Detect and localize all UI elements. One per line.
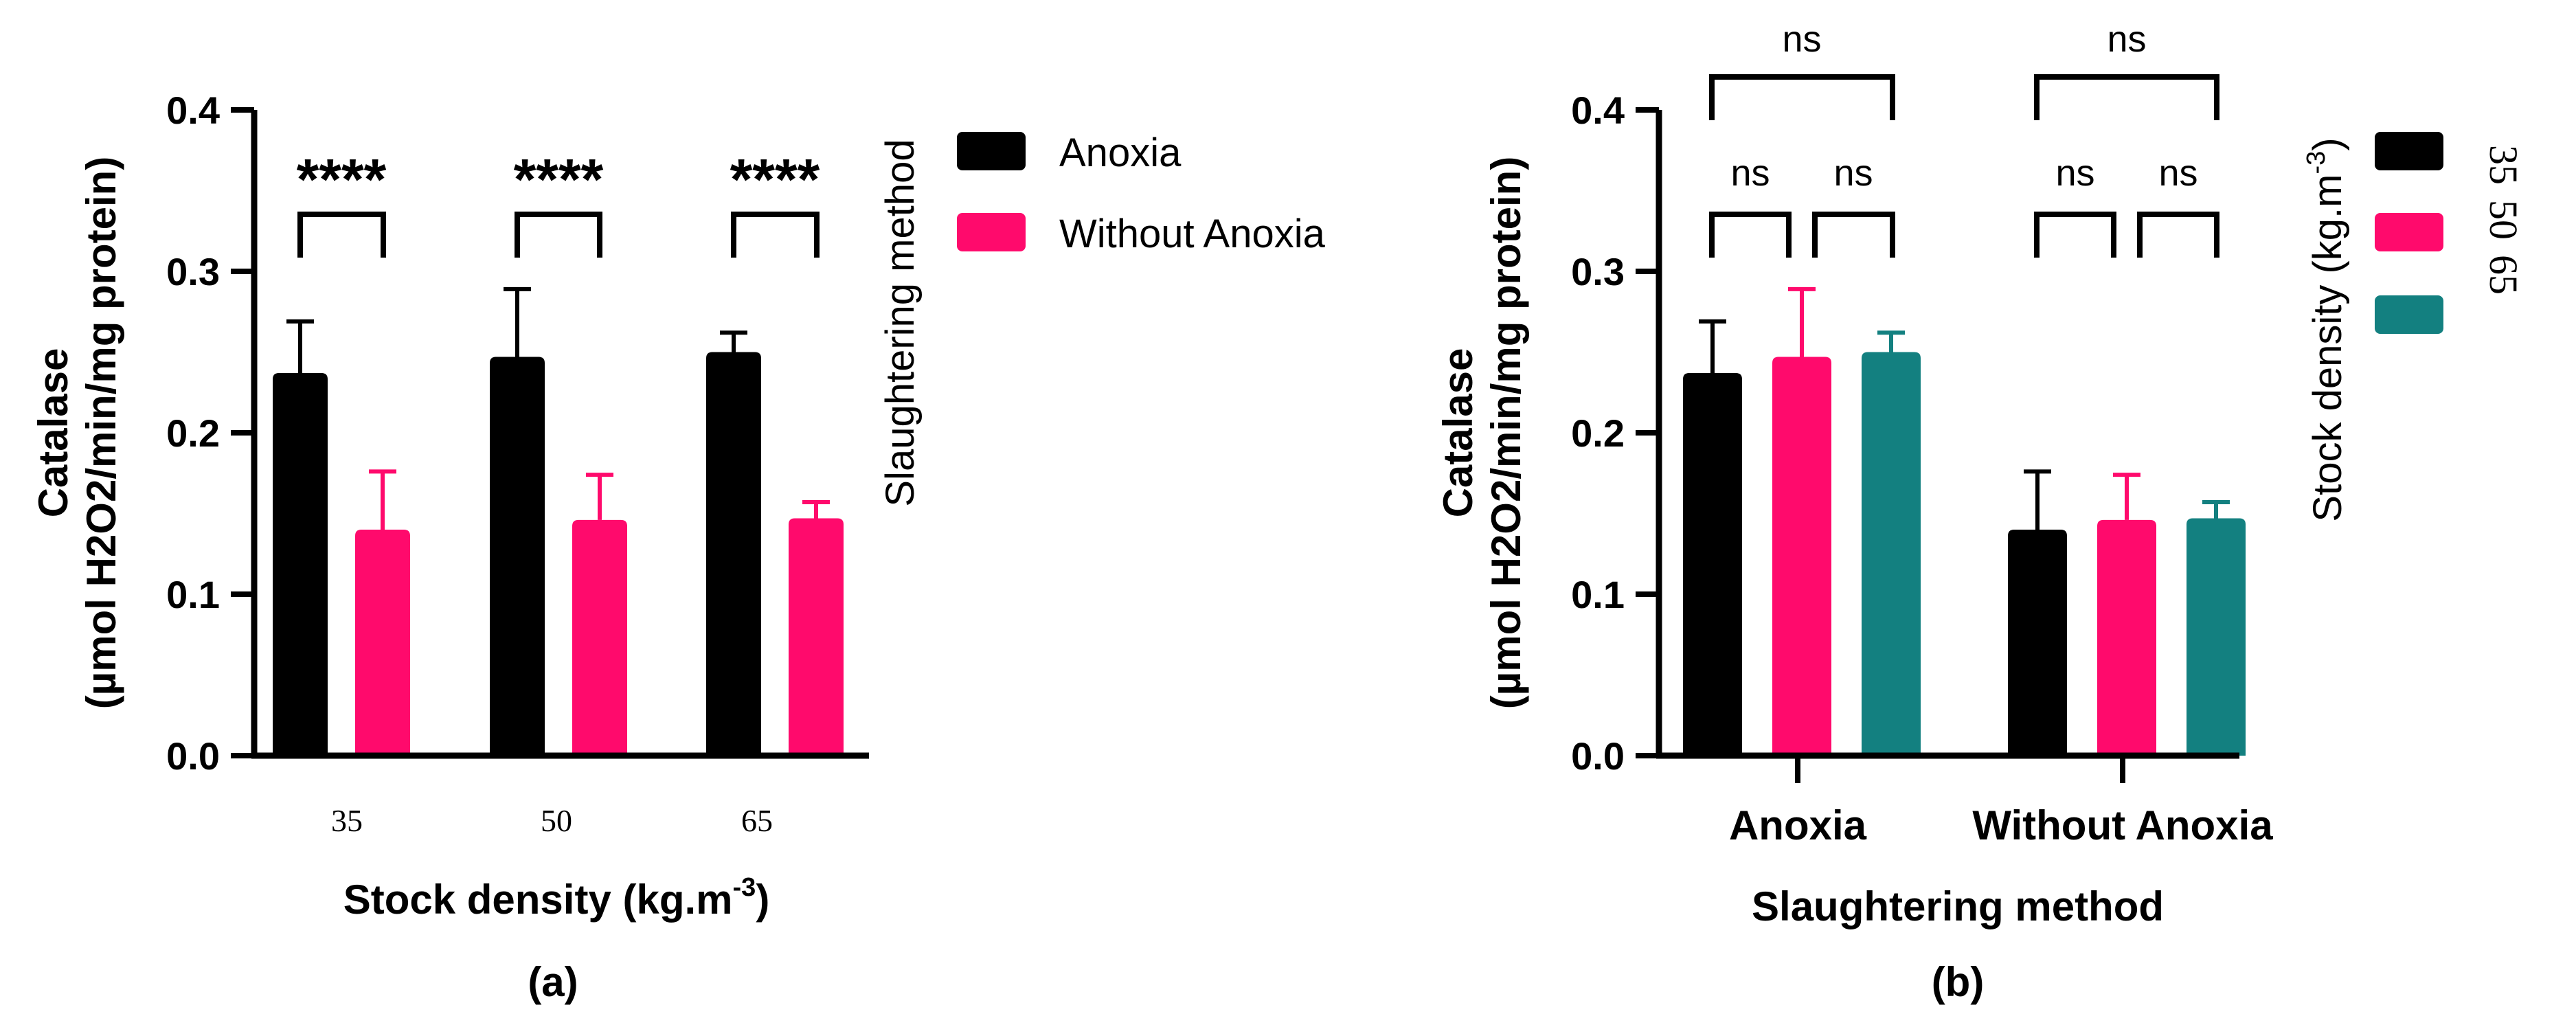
- sig-ns-without-35-65: ns: [2107, 19, 2146, 60]
- panel-b-significance: ns ns ns ns ns ns: [1709, 19, 2219, 258]
- legend-label-50: 50: [2481, 200, 2526, 240]
- panel-a-bars-group: [273, 286, 844, 756]
- sig-stars-50: ****: [514, 147, 604, 212]
- panel-a-y-ticks: 0.0 0.1 0.2 0.3 0.4: [166, 89, 254, 778]
- panel-b-bars-group: [1683, 286, 2246, 756]
- panel-a-legend: Slaughtering method Anoxia Without Anoxi…: [878, 131, 1326, 507]
- panel-a-x-tick-35: 35: [331, 803, 363, 838]
- panel-b-y-tick-label: 0.4: [1571, 89, 1625, 132]
- panel-a-label: (a): [528, 959, 578, 1005]
- panel-a-y-tick-label: 0.4: [166, 89, 220, 132]
- legend-label-65: 65: [2481, 255, 2526, 295]
- bar-a-without-anoxia-50: [572, 519, 627, 756]
- legend-swatch-anoxia: [957, 132, 1026, 170]
- sig-stars-65: ****: [730, 147, 820, 212]
- sig-ns-anoxia-35-65: ns: [1782, 19, 1821, 60]
- sig-bracket-65: [731, 212, 820, 258]
- bar-a-anoxia-50: [490, 357, 545, 756]
- panel-b-legend: Stock density (kg.m-3) 35 50 65: [2302, 132, 2526, 522]
- sig-ns-without-50-65: ns: [2158, 153, 2197, 194]
- sig-ns-without-35-50: ns: [2055, 153, 2094, 194]
- panel-a-y-tick-label: 0.1: [166, 573, 220, 616]
- panel-a-significance: **** **** ****: [297, 147, 820, 258]
- panel-b-axes: 0.0 0.1 0.2 0.3 0.4: [1571, 89, 2239, 783]
- panel-a-y-tick-label: 0.0: [166, 734, 220, 778]
- sig-bracket-anoxia-35-65: [1709, 74, 1895, 120]
- legend-label-35: 35: [2481, 145, 2526, 185]
- bar-a-anoxia-65: [706, 352, 761, 756]
- panel-a-legend-title: Slaughtering method: [878, 139, 923, 506]
- panel-b-legend-title: Stock density (kg.m-3): [2302, 137, 2350, 521]
- panel-b: 0.0 0.1 0.2 0.3 0.4 Catalase (µmol H2O2/min/…: [1435, 19, 2526, 1005]
- sig-bracket-35: [297, 212, 386, 258]
- panel-b-label: (b): [1932, 959, 1985, 1005]
- panel-b-y-tick-label: 0.3: [1571, 250, 1625, 293]
- panel-a-y-tick-label: 0.3: [166, 250, 220, 293]
- bar-b-anoxia-65: [1862, 352, 1921, 756]
- panel-b-y-tick-label: 0.2: [1571, 411, 1625, 455]
- legend-swatch-35: [2375, 132, 2443, 170]
- panel-b-y-label-line1: Catalase: [1435, 348, 1481, 518]
- bar-b-without-anoxia-35: [2008, 530, 2067, 756]
- sig-bracket-without-50-65: [2137, 212, 2219, 258]
- panel-b-y-label-line2: (µmol H2O2/min/mg protein): [1483, 157, 1529, 710]
- bar-b-without-anoxia-65: [2187, 518, 2246, 756]
- panel-a-axes: 0.0 0.1 0.2 0.3 0.4: [166, 89, 869, 778]
- panel-b-y-ticks: 0.0 0.1 0.2 0.3 0.4: [1571, 89, 1659, 778]
- panel-a-y-tick-label: 0.2: [166, 411, 220, 455]
- panel-a: 0.0 0.1 0.2 0.3 0.4 Catalase (µmol H2O2/min/…: [30, 89, 1326, 1005]
- sig-bracket-without-35-50: [2034, 212, 2116, 258]
- legend-swatch-65: [2375, 295, 2443, 334]
- sig-ns-anoxia-50-65: ns: [1833, 153, 1873, 194]
- panel-a-y-label-line1: Catalase: [30, 348, 76, 518]
- sig-ns-anoxia-35-50: ns: [1730, 153, 1770, 194]
- legend-swatch-50: [2375, 213, 2443, 251]
- panel-b-x-label: Slaughtering method: [1752, 883, 2164, 929]
- bar-b-anoxia-50: [1772, 357, 1831, 756]
- legend-swatch-without-anoxia: [957, 213, 1026, 251]
- sig-bracket-anoxia-50-65: [1812, 212, 1895, 258]
- bar-a-anoxia-35: [273, 373, 328, 756]
- bar-a-without-anoxia-35: [355, 530, 410, 756]
- panel-a-x-label: Stock density (kg.m-3): [343, 873, 770, 923]
- panel-b-y-tick-label: 0.1: [1571, 573, 1625, 616]
- panel-a-y-label-line2: (µmol H2O2/min/mg protein): [78, 157, 124, 710]
- legend-label-without-anoxia: Without Anoxia: [1059, 212, 1326, 256]
- legend-label-anoxia: Anoxia: [1059, 131, 1182, 175]
- panel-b-x-cat-anoxia: Anoxia: [1729, 802, 1867, 848]
- bar-b-without-anoxia-50: [2097, 519, 2156, 756]
- sig-bracket-anoxia-35-50: [1709, 212, 1792, 258]
- bar-b-anoxia-35: [1683, 373, 1742, 756]
- panel-a-x-tick-50: 50: [541, 803, 572, 838]
- bar-a-without-anoxia-65: [789, 518, 844, 756]
- panel-a-x-tick-65: 65: [741, 803, 773, 838]
- sig-bracket-50: [515, 212, 602, 258]
- panel-b-x-cat-without-anoxia: Without Anoxia: [1972, 802, 2273, 848]
- sig-bracket-without-35-65: [2034, 74, 2219, 120]
- panel-b-y-tick-label: 0.0: [1571, 734, 1625, 778]
- sig-stars-35: ****: [297, 147, 387, 212]
